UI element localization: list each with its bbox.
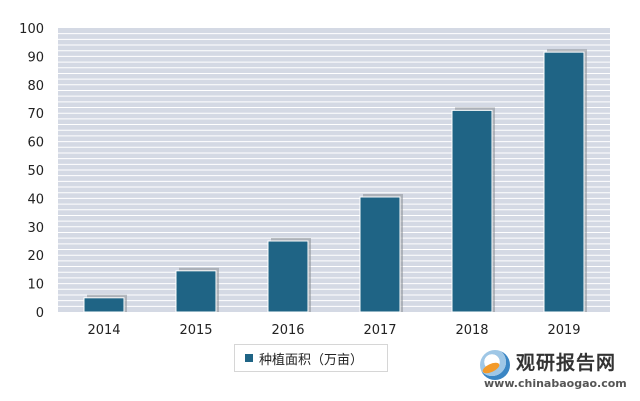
x-tick-label: 2014 [87,323,120,338]
legend: 种植面积（万亩） [234,344,388,372]
x-tick-label: 2017 [363,323,396,338]
watermark-name: 观研报告网 [516,352,617,374]
x-tick-label: 2016 [271,323,304,338]
bar [267,240,309,313]
y-tick-label: 70 [27,107,44,122]
y-tick-label: 80 [27,79,44,94]
y-tick-label: 40 [27,192,44,207]
bar [359,196,401,313]
watermark: 观研报告网 www.chinabaogao.com [480,344,636,394]
x-tick-label: 2019 [547,323,580,338]
y-tick-label: 10 [27,278,44,293]
y-tick-label: 20 [27,249,44,264]
bar [543,51,585,313]
y-tick-label: 90 [27,50,44,65]
y-tick-label: 60 [27,136,44,151]
y-tick-label: 0 [36,306,44,321]
y-tick-label: 50 [27,164,44,179]
y-tick-label: 100 [19,22,44,37]
x-tick-label: 2015 [179,323,212,338]
y-tick-label: 30 [27,221,44,236]
bar [83,297,125,313]
x-tick-label: 2018 [455,323,488,338]
watermark-url: www.chinabaogao.com [484,377,627,390]
legend-label: 种植面积（万亩） [259,352,364,368]
bar [451,109,493,313]
legend-swatch [245,354,253,362]
bar [175,270,217,313]
